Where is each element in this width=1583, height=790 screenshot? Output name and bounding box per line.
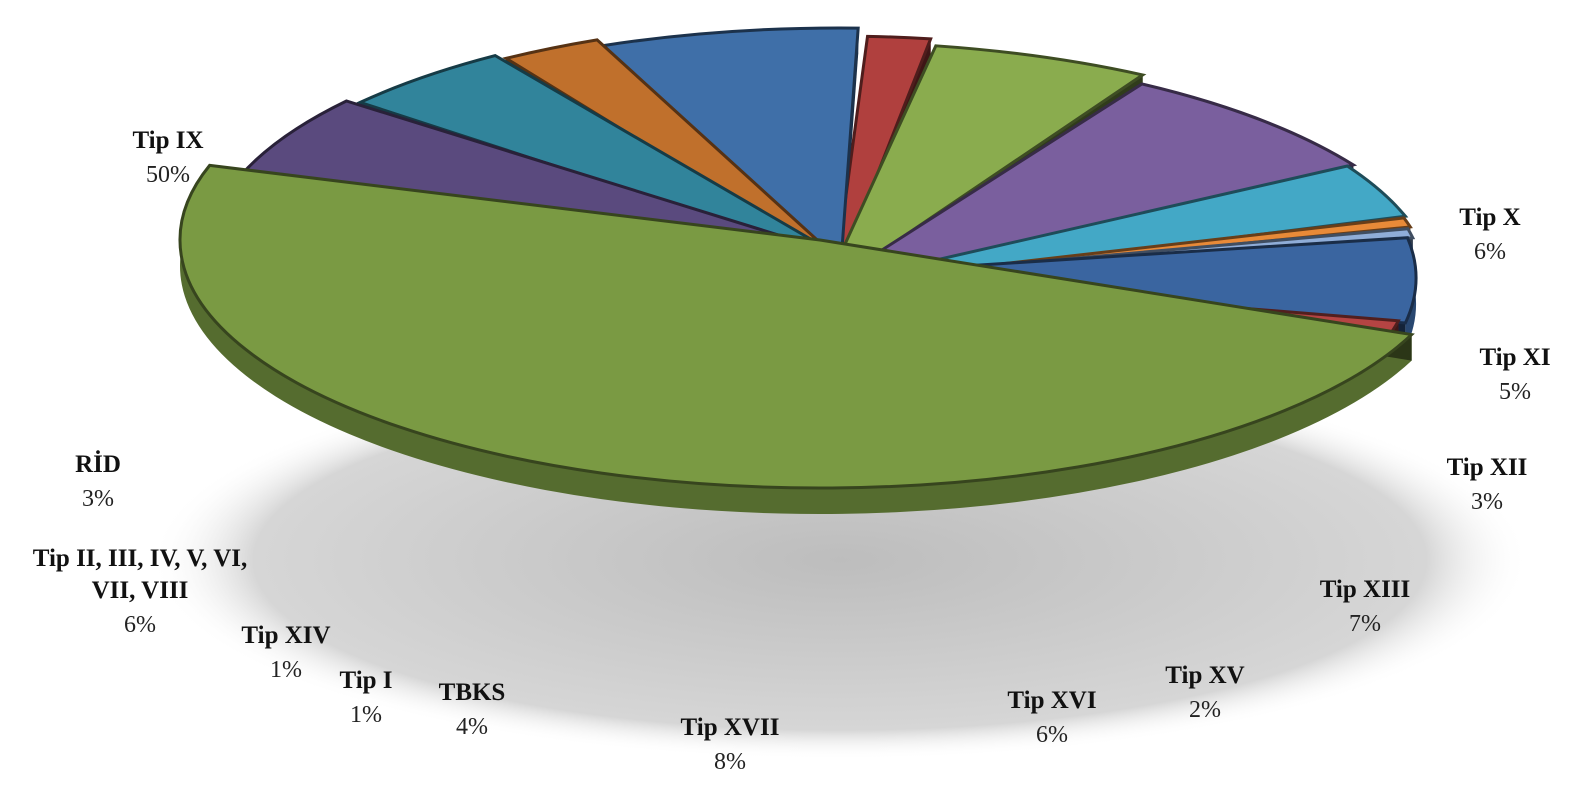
slice-tip-ix <box>178 163 1415 490</box>
pct-ri-d: 3% <box>82 486 114 512</box>
label-tip-i: Tip I <box>339 667 392 694</box>
label-ri-d: RİD <box>75 450 121 478</box>
label-tip-xii: Tip XII <box>1447 454 1528 481</box>
slice-tip-xi <box>356 53 851 264</box>
pct-tip-xii: 3% <box>1471 489 1503 515</box>
pct-tip-xi: 5% <box>1499 379 1531 405</box>
label-tip-ii-iii-iv-v-vi: Tip II, III, IV, V, VI, VII, VIII <box>33 545 248 604</box>
slice-tip-xiii <box>600 26 860 280</box>
pct-tip-xiii: 7% <box>1349 611 1381 637</box>
label-tip-xi: Tip XI <box>1479 344 1550 371</box>
label-tip-ix: Tip IX <box>132 127 203 154</box>
pct-tip-i: 1% <box>350 702 382 728</box>
pct-tip-ix: 50% <box>146 162 190 188</box>
label-tip-xvii: Tip XVII <box>681 714 780 741</box>
slice-tops <box>178 26 1418 490</box>
pct-tip-xv: 2% <box>1189 697 1221 723</box>
slice-labels: Tip IX 50% Tip X 6% Tip XI 5% Tip XII 3% Tip XII… <box>33 127 1551 775</box>
slice-tip-xvii <box>809 82 1358 298</box>
pct-tip-x: 6% <box>1474 239 1506 265</box>
label-tbks: TBKS <box>439 679 506 706</box>
label-tip-xvi: Tip XVI <box>1007 687 1096 714</box>
label-tip-x: Tip X <box>1459 204 1520 231</box>
label-tip-xiii: Tip XIII <box>1320 576 1411 603</box>
pct-tip-xvi: 6% <box>1036 722 1068 748</box>
pct-tbks: 4% <box>456 714 488 740</box>
slice-tip-ii-iii-iv-v-vi <box>775 236 1418 325</box>
pct-tip-ii-iii-iv-v-vi: 6% <box>124 612 156 638</box>
pct-tip-xiv: 1% <box>270 657 302 683</box>
label-tip-xv: Tip XV <box>1165 662 1244 689</box>
label-tip-xiv: Tip XIV <box>241 622 330 649</box>
slice-tip-xvi <box>820 44 1147 295</box>
pct-tip-xvii: 8% <box>714 749 746 775</box>
